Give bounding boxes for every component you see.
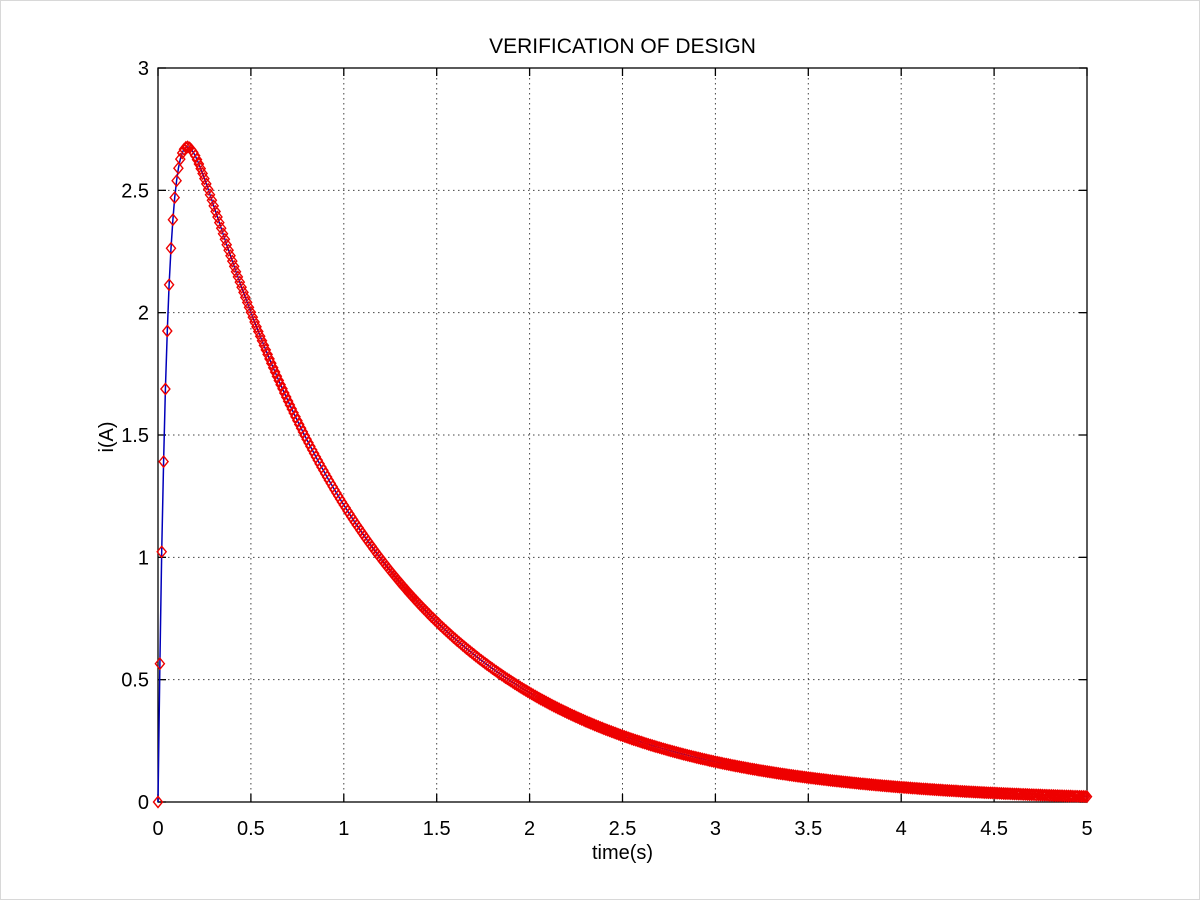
current-curve-markers <box>152 140 1093 809</box>
x-tick-label: 3 <box>710 818 721 840</box>
x-axis-label: time(s) <box>592 842 653 864</box>
x-tick-label: 1.5 <box>423 818 451 840</box>
x-tick-label: 0.5 <box>237 818 265 840</box>
x-tick-label: 2 <box>524 818 535 840</box>
y-tick-label: 3 <box>138 58 149 80</box>
gridlines <box>158 68 1087 802</box>
y-tick-label: 0 <box>138 792 149 814</box>
x-tick-labels: 0 0.5 1 1.5 2 2.5 3 3.5 4 4.5 5 <box>152 818 1092 840</box>
y-tick-label: 0.5 <box>121 670 149 692</box>
x-tick-label: 0 <box>152 818 163 840</box>
y-axis-label: i(A) <box>96 421 118 452</box>
y-tick-labels: 0 0.5 1 1.5 2 2.5 3 <box>121 58 149 814</box>
x-tick-label: 3.5 <box>794 818 822 840</box>
x-tick-label: 4.5 <box>980 818 1008 840</box>
y-tick-label: 1.5 <box>121 425 149 447</box>
y-tick-label: 2.5 <box>121 180 149 202</box>
x-tick-label: 2.5 <box>609 818 637 840</box>
y-tick-label: 1 <box>138 547 149 569</box>
x-tick-label: 4 <box>896 818 907 840</box>
x-tick-label: 5 <box>1081 818 1092 840</box>
chart-title: VERIFICATION OF DESIGN <box>489 35 756 58</box>
y-tick-label: 2 <box>138 303 149 325</box>
x-tick-label: 1 <box>338 818 349 840</box>
